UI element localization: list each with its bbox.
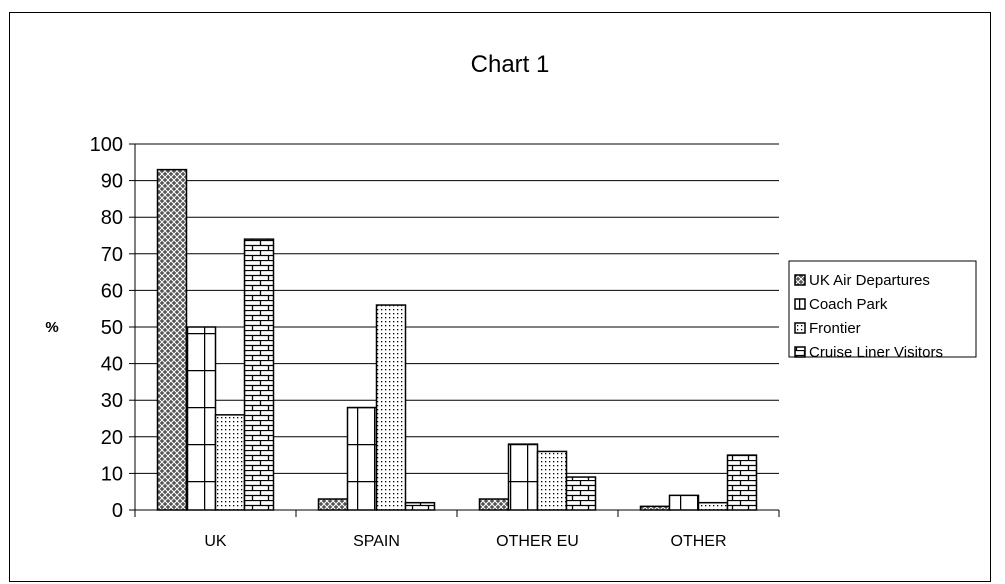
y-tick-label: 10	[101, 463, 123, 485]
legend-swatch	[794, 322, 806, 334]
y-tick-label: 80	[101, 207, 123, 229]
legend-box	[788, 260, 977, 358]
bar-frontier	[375, 304, 407, 511]
y-tick-label: 60	[101, 280, 123, 302]
legend-swatch	[794, 274, 806, 286]
chart-title: Chart 1	[471, 51, 550, 78]
bar-uk-air-departures	[317, 498, 349, 511]
legend-label: Coach Park	[809, 296, 888, 313]
y-axis-ticks: 0 10 20 30 40 50 60 70 80 90 100	[90, 134, 135, 522]
x-tick-label: SPAIN	[353, 533, 400, 550]
bar-uk-air-departures	[639, 505, 671, 511]
legend-swatch	[794, 298, 806, 310]
y-axis-label: %	[45, 319, 58, 336]
y-tick-label: 70	[101, 244, 123, 266]
bar-uk-air-departures	[156, 168, 188, 511]
bar-uk-air-departures	[478, 498, 510, 511]
legend-swatch	[794, 346, 806, 358]
bar-cruise-liner-visitors	[565, 476, 597, 511]
legend: UK Air Departures Coach Park Frontier Cruis…	[788, 260, 977, 361]
bar-cruise-liner-visitors	[404, 501, 436, 511]
bar-frontier	[536, 450, 568, 511]
bar-coach-park	[507, 443, 539, 511]
y-tick-label: 0	[112, 500, 123, 522]
y-tick-label: 100	[90, 134, 123, 156]
bar-coach-park	[346, 406, 378, 511]
bar-cruise-liner-visitors	[726, 454, 758, 511]
legend-label: Frontier	[809, 320, 861, 337]
x-tick-label: OTHER	[671, 533, 727, 550]
x-tick-label: UK	[204, 533, 227, 550]
y-tick-label: 90	[101, 171, 123, 193]
bar-coach-park	[185, 326, 217, 511]
y-tick-label: 40	[101, 354, 123, 376]
y-tick-label: 30	[101, 390, 123, 412]
bar-frontier	[214, 414, 246, 511]
bars	[156, 168, 758, 511]
x-axis-ticks: UK SPAIN OTHER EU OTHER	[134, 510, 780, 550]
y-tick-label: 20	[101, 427, 123, 449]
bar-coach-park	[668, 494, 700, 511]
bar-frontier	[697, 501, 729, 511]
x-tick-label: OTHER EU	[496, 533, 579, 550]
legend-label: UK Air Departures	[809, 272, 930, 289]
bar-cruise-liner-visitors	[243, 238, 275, 511]
legend-label: Cruise Liner Visitors	[809, 344, 943, 361]
y-tick-label: 50	[101, 317, 123, 339]
